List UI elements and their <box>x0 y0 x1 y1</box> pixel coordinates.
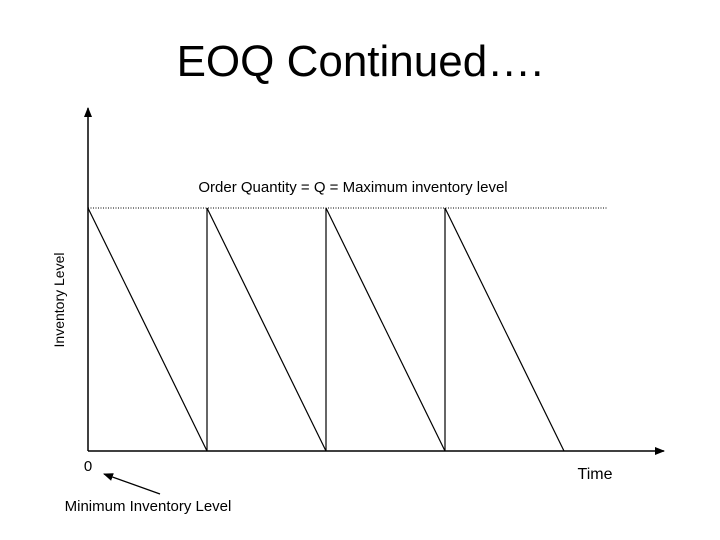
y-axis-label: Inventory Level <box>51 253 67 348</box>
sawtooth-pattern <box>87 207 565 452</box>
depletion-line <box>444 207 565 452</box>
depletion-line <box>87 207 208 452</box>
origin-label: 0 <box>84 458 92 475</box>
slide-title: EOQ Continued…. <box>176 37 544 86</box>
depletion-line <box>325 207 446 452</box>
depletion-line <box>206 207 327 452</box>
minimum-level-label: Minimum Inventory Level <box>65 498 232 515</box>
x-axis-label: Time <box>578 466 613 483</box>
minimum-level-arrow <box>103 473 161 495</box>
max-level-label: Order Quantity = Q = Maximum inventory l… <box>198 179 507 196</box>
